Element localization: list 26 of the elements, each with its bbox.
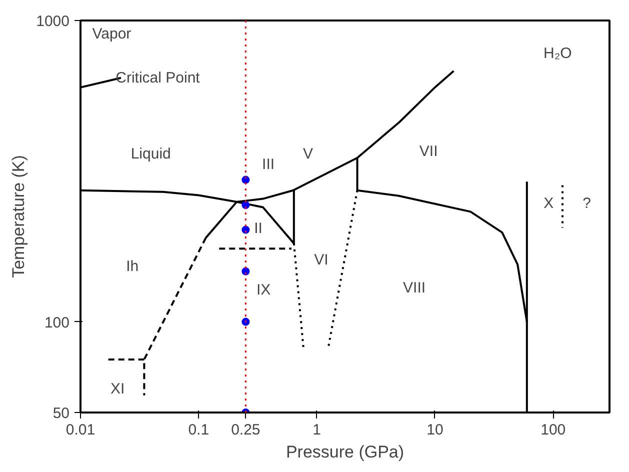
x-axis-title: Pressure (GPa) xyxy=(286,442,404,462)
x-tick-label: 0.01 xyxy=(66,422,96,438)
annotation: ? xyxy=(582,195,591,212)
annotation: X xyxy=(544,195,554,212)
annotation: H₂O xyxy=(543,44,572,62)
x-tick-label: 1 xyxy=(312,422,321,438)
annotation: VI xyxy=(314,252,328,269)
annotation: Vapor xyxy=(92,26,132,43)
annotation: III xyxy=(262,156,275,173)
annotation: Ih xyxy=(126,258,139,276)
y-tick-label: 100 xyxy=(44,314,70,332)
annotation: II xyxy=(254,220,262,237)
annotation: Liquid xyxy=(130,145,171,162)
annotation: IX xyxy=(256,282,271,298)
y-tick-label: 50 xyxy=(52,405,70,422)
y-tick-label: 1000 xyxy=(36,13,70,30)
x-tick-label: 10 xyxy=(426,422,444,438)
y-axis-title: Temperature (K) xyxy=(9,155,28,278)
x-tick-label: 0.25 xyxy=(231,422,260,438)
x-tick-label: 100 xyxy=(540,422,566,438)
annotation: VII xyxy=(419,142,438,160)
annotation: Critical Point xyxy=(116,70,201,87)
annotation: VIII xyxy=(403,279,426,296)
x-tick-label: 0.1 xyxy=(188,422,210,438)
annotation: XI xyxy=(110,380,125,398)
annotation: V xyxy=(302,145,313,162)
